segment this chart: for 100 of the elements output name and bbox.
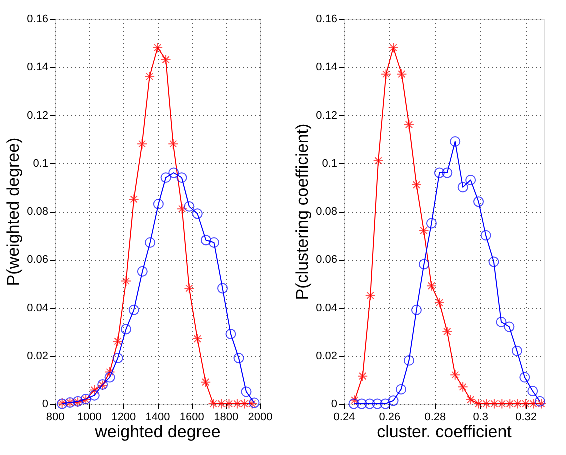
y-tick-label: 0.1 xyxy=(322,158,338,170)
point xyxy=(404,120,414,130)
point xyxy=(120,324,132,335)
point xyxy=(411,180,422,190)
y-tick-label: 0 xyxy=(331,398,338,410)
x-tick-label: 800 xyxy=(46,412,65,424)
y-tick-label: 0.1 xyxy=(33,158,48,170)
y-tick-label: 0.08 xyxy=(27,206,48,218)
x-tick-label: 1400 xyxy=(146,412,170,424)
point xyxy=(144,72,156,82)
point xyxy=(112,336,124,347)
y-tick-label: 0.16 xyxy=(316,14,338,26)
point xyxy=(466,394,476,406)
y-tick-label: 0 xyxy=(42,398,48,410)
point xyxy=(234,353,244,364)
point xyxy=(442,326,453,338)
x-tick-label: 0.24 xyxy=(334,412,356,424)
point xyxy=(145,238,156,248)
point xyxy=(120,276,132,287)
point xyxy=(534,396,546,407)
point xyxy=(504,322,515,332)
point xyxy=(480,230,492,241)
point xyxy=(396,384,407,395)
point xyxy=(388,42,399,54)
point xyxy=(496,316,507,328)
y-axis-title: P(weighted degree) xyxy=(4,138,24,286)
point xyxy=(160,54,172,66)
point xyxy=(350,395,360,406)
point xyxy=(348,398,360,410)
x-tick-label: 2000 xyxy=(248,412,273,424)
x-tick-label: 0.28 xyxy=(424,412,446,424)
y-tick-label: 0.14 xyxy=(316,62,338,74)
point xyxy=(442,168,453,178)
point xyxy=(208,398,219,410)
point xyxy=(153,199,164,210)
point xyxy=(137,138,148,150)
point xyxy=(528,386,538,396)
point xyxy=(137,266,148,277)
point xyxy=(426,280,437,292)
point xyxy=(434,168,445,178)
x-tick-label: 0.32 xyxy=(516,412,538,424)
x-axis-title: cluster. coefficient xyxy=(377,422,512,442)
x-axis-title: weighted degree xyxy=(94,422,221,442)
point xyxy=(224,398,234,410)
point xyxy=(474,196,484,208)
point xyxy=(434,298,445,308)
point xyxy=(89,390,100,401)
y-tick-label: 0.06 xyxy=(316,254,338,266)
point xyxy=(168,138,179,150)
point xyxy=(364,398,376,410)
point xyxy=(184,201,195,212)
y-tick-label: 0.12 xyxy=(316,110,338,122)
point xyxy=(184,283,195,294)
point xyxy=(426,218,437,229)
point xyxy=(481,398,492,410)
point xyxy=(458,382,468,392)
point xyxy=(200,235,212,246)
point xyxy=(488,256,500,268)
point xyxy=(358,371,368,382)
x-tick-label: 1200 xyxy=(112,412,136,424)
y-tick-label: 0.02 xyxy=(27,350,48,362)
point xyxy=(176,172,188,184)
point xyxy=(226,328,236,340)
point xyxy=(241,386,252,398)
point xyxy=(177,204,188,214)
point xyxy=(192,208,203,220)
point xyxy=(160,172,172,184)
point xyxy=(396,69,408,80)
point xyxy=(520,372,530,383)
y-tick-label: 0.12 xyxy=(27,110,48,122)
point xyxy=(373,156,384,166)
x-tick-label: 1800 xyxy=(214,412,239,424)
point xyxy=(458,182,468,193)
point xyxy=(411,304,422,316)
point xyxy=(128,194,140,205)
point xyxy=(356,398,368,410)
point xyxy=(152,42,164,54)
point xyxy=(200,377,212,388)
point xyxy=(208,238,220,248)
point xyxy=(365,290,376,301)
point xyxy=(466,174,476,186)
point xyxy=(418,259,430,270)
y-tick-label: 0.14 xyxy=(27,62,48,74)
y-tick-label: 0.16 xyxy=(27,14,48,26)
y-tick-label: 0.04 xyxy=(27,302,48,314)
point xyxy=(418,226,430,236)
point xyxy=(450,370,461,380)
point xyxy=(104,366,116,378)
y-tick-label: 0.02 xyxy=(316,350,338,362)
point xyxy=(218,283,228,294)
y-tick-label: 0.06 xyxy=(27,254,48,266)
y-tick-label: 0.08 xyxy=(316,206,338,218)
point xyxy=(381,69,392,80)
point xyxy=(388,396,399,406)
point xyxy=(450,136,461,147)
point xyxy=(512,346,522,356)
point xyxy=(168,168,180,178)
x-tick-label: 0.26 xyxy=(379,412,401,424)
x-tick-label: 0.3 xyxy=(473,412,489,424)
point xyxy=(192,334,203,344)
